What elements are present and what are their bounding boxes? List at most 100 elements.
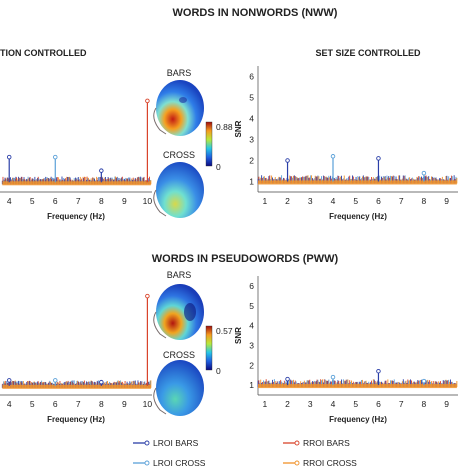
y-tick-label: 2: [249, 156, 254, 166]
x-tick-label: 8: [422, 399, 427, 409]
x-tick-label: 6: [376, 399, 381, 409]
x-tick-label: 5: [30, 196, 35, 206]
x-tick-label: 6: [376, 196, 381, 206]
y-tick-label: 3: [249, 135, 254, 145]
peak-marker: [330, 154, 336, 159]
x-tick-label: 6: [53, 196, 58, 206]
peak-marker: [285, 376, 290, 382]
peak-marker: [53, 154, 58, 160]
x-tick-label: 7: [76, 399, 81, 409]
x-tick-label: 4: [331, 196, 336, 206]
x-tick-label: 3: [308, 399, 313, 409]
subtitle-setsize: SET SIZE CONTROLLED: [315, 48, 421, 58]
plot-pww-duration: 4 5 6 7 8 9 10 Frequency (Hz): [0, 293, 153, 424]
peak-marker: [421, 170, 427, 176]
x-tick-label: 8: [99, 399, 104, 409]
title-pww: WORDS IN PSEUDOWORDS (PWW): [152, 253, 339, 265]
noise-band: [258, 180, 457, 185]
x-tick-label: 5: [353, 196, 358, 206]
y-tick-label: 2: [249, 360, 254, 370]
x-axis-label: Frequency (Hz): [329, 415, 387, 424]
head-label-cross-bottom: CROSS: [163, 350, 195, 360]
y-tick-label: 4: [249, 114, 254, 124]
x-tick-label: 2: [285, 399, 290, 409]
y-tick-label: 5: [249, 93, 254, 103]
x-tick-label: 4: [7, 196, 12, 206]
peak-marker: [330, 374, 336, 380]
x-tick-label: 7: [399, 399, 404, 409]
plot-nww-setsize: 1 2 3 4 5 6 SNR 1 2 3 4 5 6 7 8 9 Frequency (Hz): [234, 66, 458, 221]
x-tick-label: 5: [30, 399, 35, 409]
x-tick-label: 7: [76, 196, 81, 206]
x-tick-label: 6: [53, 399, 58, 409]
legend-marker: [294, 460, 300, 466]
noise-band: [2, 384, 151, 389]
head-label-bars-top: BARS: [167, 68, 192, 78]
legend-label: LROI BARS: [153, 438, 199, 448]
x-tick-label: 7: [399, 196, 404, 206]
head-label-cross-top: CROSS: [163, 150, 195, 160]
x-tick-label: 1: [262, 399, 267, 409]
x-tick-label: 10: [143, 196, 153, 206]
x-tick-label: 8: [422, 196, 427, 206]
legend-label: RROI BARS: [303, 438, 350, 448]
head-map-bars-top: [153, 80, 204, 136]
peak-marker: [99, 168, 104, 173]
colorbar-bottom: [205, 325, 213, 371]
peak-marker: [376, 156, 381, 161]
y-tick-label: 5: [249, 301, 254, 311]
peak-marker: [421, 378, 427, 384]
peak-marker: [99, 379, 104, 385]
noise-band: [258, 384, 457, 389]
colorbar-top-max: 0.88: [216, 122, 233, 132]
head-label-bars-bottom: BARS: [167, 270, 192, 280]
y-tick-label: 4: [249, 321, 254, 331]
peak-marker: [376, 368, 381, 374]
legend: LROI BARS RROI BARS LROI CROSS RROI CROSS: [133, 438, 357, 468]
x-tick-label: 3: [308, 196, 313, 206]
y-tick-label: 3: [249, 340, 254, 350]
legend-label: RROI CROSS: [303, 458, 357, 468]
y-tick-label: 1: [249, 380, 254, 390]
y-tick-label: 6: [249, 72, 254, 82]
x-tick-label: 5: [353, 399, 358, 409]
head-map-bars-bottom: [153, 284, 204, 340]
x-tick-label: 9: [122, 399, 127, 409]
legend-marker: [144, 440, 150, 446]
head-map-cross-bottom: [153, 360, 204, 416]
x-tick-label: 9: [122, 196, 127, 206]
colorbar-top: [205, 121, 213, 167]
x-tick-label: 4: [7, 399, 12, 409]
y-tick-label: 1: [249, 177, 254, 187]
y-axis-label: SNR: [234, 327, 243, 344]
x-axis-label: Frequency (Hz): [47, 212, 105, 221]
peak-marker: [145, 293, 150, 299]
head-map-cross-top: [153, 162, 204, 218]
peak-marker: [6, 378, 12, 383]
colorbar-top-min: 0: [216, 162, 221, 172]
x-tick-label: 2: [285, 196, 290, 206]
legend-label: LROI CROSS: [153, 458, 206, 468]
plot-pww-setsize: 1 2 3 4 5 6 SNR 1 2 3 4 5 6 7 8 9 Frequency (Hz): [234, 276, 458, 424]
legend-marker: [144, 460, 150, 466]
x-tick-label: 9: [444, 399, 449, 409]
legend-marker: [294, 440, 300, 446]
x-axis-label: Frequency (Hz): [47, 415, 105, 424]
peak-marker: [145, 98, 150, 104]
peak-marker: [285, 158, 290, 163]
title-nww: WORDS IN NONWORDS (NWW): [173, 7, 338, 19]
y-tick-label: 6: [249, 281, 254, 291]
colorbar-bottom-max: 0.57: [216, 326, 233, 336]
peak-marker: [6, 154, 12, 160]
y-axis-label: SNR: [234, 120, 243, 137]
colorbar-bottom-min: 0: [216, 366, 221, 376]
x-tick-label: 10: [143, 399, 153, 409]
x-tick-label: 1: [262, 196, 267, 206]
subtitle-duration: TION CONTROLLED: [0, 48, 87, 58]
x-tick-label: 9: [444, 196, 449, 206]
noise-band: [2, 181, 151, 186]
x-tick-label: 4: [331, 399, 336, 409]
peak-marker: [53, 378, 58, 383]
plot-nww-duration: 4 5 6 7 8 9 10 Frequency (Hz): [0, 98, 153, 221]
